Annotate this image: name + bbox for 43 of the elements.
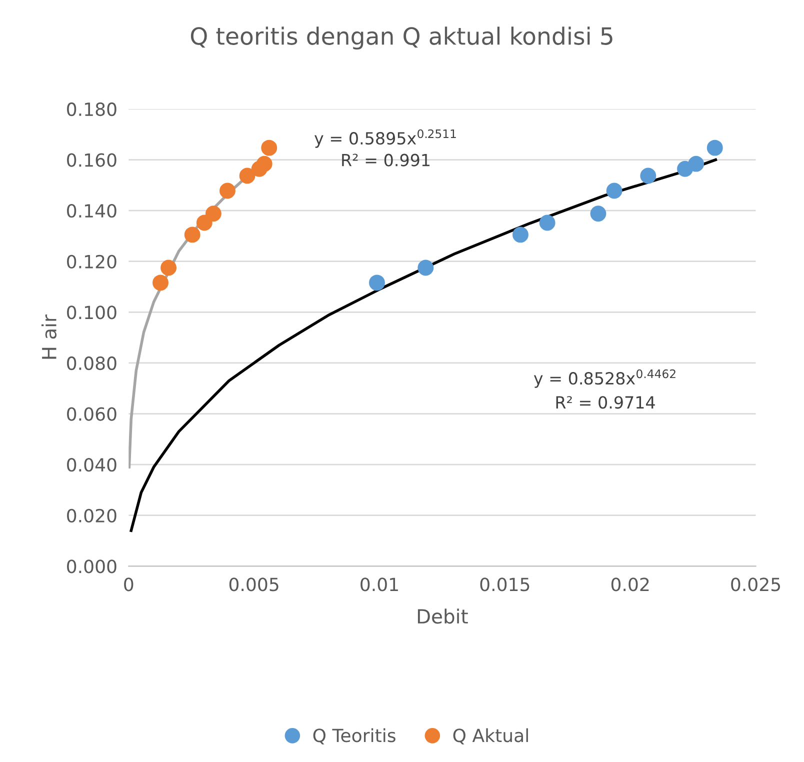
point xyxy=(256,156,272,172)
annotation: y = 0.5895x$^{0.2511}$ xyxy=(314,129,456,148)
y-tick-label: 0.000 xyxy=(67,560,116,574)
y-tick-label: 0.140 xyxy=(67,204,116,218)
annotation: R² = 0.991 xyxy=(342,154,430,166)
y-tick-label: 0.100 xyxy=(67,306,116,320)
x-tick-label: 0.01 xyxy=(360,578,398,592)
y-tick-label: 0.120 xyxy=(67,254,116,268)
point xyxy=(261,140,278,156)
point xyxy=(369,274,385,291)
point xyxy=(590,206,606,222)
x-axis-title: Debit xyxy=(418,608,468,624)
x-tick-label: 0.005 xyxy=(229,578,278,592)
point xyxy=(539,214,556,231)
legend-label: Q Teoritis xyxy=(313,728,396,744)
point xyxy=(205,206,222,222)
y-tick-label: 0.060 xyxy=(67,407,116,421)
y-tick-label: 0.160 xyxy=(67,153,116,167)
x-tick-label: 0.015 xyxy=(480,578,530,592)
annotation: y = 0.8528x$^{0.4462}$ xyxy=(534,369,676,388)
x-tick-label: 0.025 xyxy=(731,578,780,592)
y-tick-label: 0.180 xyxy=(67,102,116,116)
point xyxy=(196,214,212,231)
point xyxy=(512,226,528,243)
point xyxy=(152,274,168,291)
x-tick-label: 0.02 xyxy=(611,578,649,592)
point xyxy=(184,226,200,243)
y-tick-label: 0.020 xyxy=(67,508,116,522)
point xyxy=(640,168,656,184)
y-tick-label: 0.080 xyxy=(67,356,116,370)
legend-label: Q Aktual xyxy=(453,728,528,744)
chart-title: Q teoritis dengan Q aktual kondisi 5 xyxy=(190,26,612,50)
point xyxy=(606,182,622,199)
y-tick-label: 0.040 xyxy=(67,458,116,472)
point xyxy=(418,260,434,276)
annotation: R² = 0.9714 xyxy=(556,396,655,409)
y-axis-title: H air xyxy=(41,314,57,359)
point xyxy=(706,140,723,156)
point xyxy=(160,260,177,276)
point xyxy=(219,182,236,199)
point xyxy=(239,168,256,184)
point xyxy=(688,156,704,172)
x-tick-label: 0 xyxy=(124,578,134,592)
